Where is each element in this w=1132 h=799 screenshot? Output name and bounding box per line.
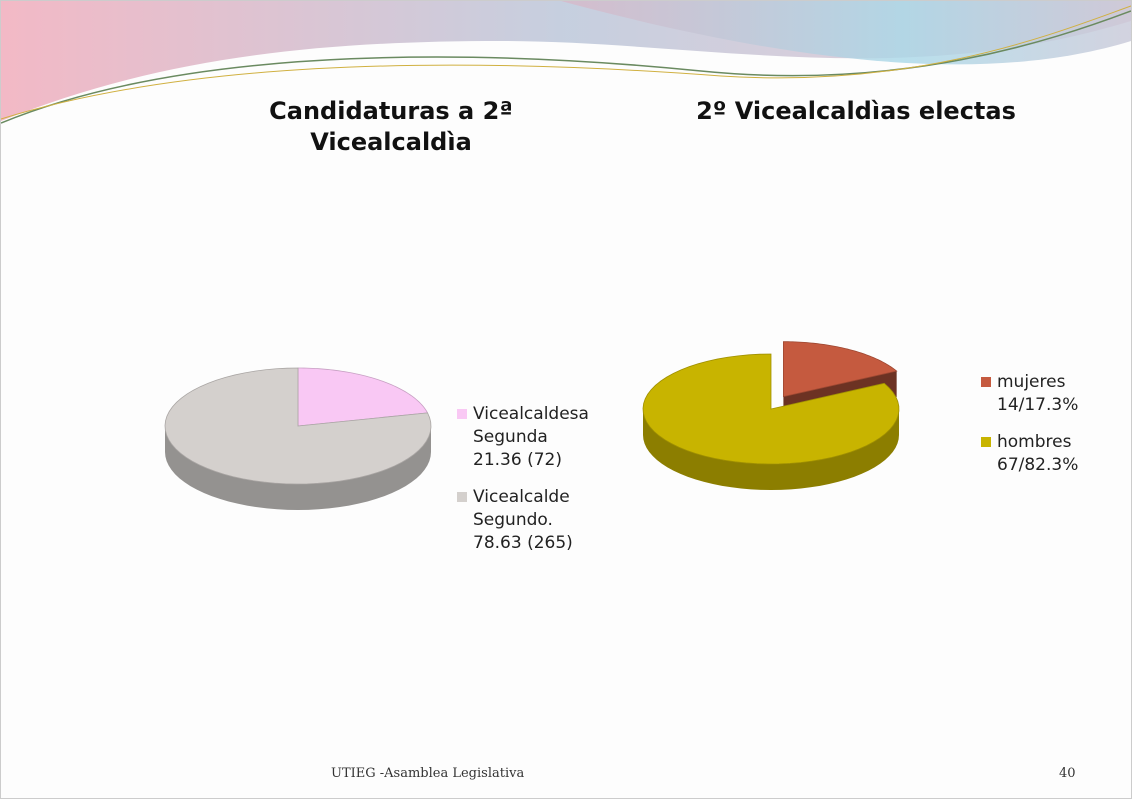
legend-swatch: [981, 377, 991, 387]
legend-item: mujeres 14/17.3%: [981, 371, 1111, 417]
legend-label: Vicealcaldesa Segunda 21.36 (72): [473, 404, 589, 470]
legend-label: mujeres: [997, 372, 1065, 392]
legend-item: hombres 67/82.3%: [981, 431, 1111, 477]
value-label: 67/82.3%: [997, 455, 1078, 475]
chart-title: Candidaturas a 2ª Vicealcaldìa: [256, 96, 526, 158]
chart-title: 2º Vicealcaldìas electas: [691, 96, 1021, 127]
page-number: 40: [1059, 766, 1076, 781]
legend-label: Vicealcalde Segundo. 78.63 (265): [473, 487, 573, 553]
legend-swatch: [981, 437, 991, 447]
slide: Candidaturas a 2ª Vicealcaldìa 2º Viceal…: [0, 0, 1132, 799]
legend: mujeres 14/17.3% hombres 67/82.3%: [981, 371, 1111, 491]
value-label: 14/17.3%: [997, 395, 1078, 415]
legend: Vicealcaldesa Segunda 21.36 (72) Vicealca…: [457, 403, 582, 569]
legend-swatch: [457, 409, 467, 419]
legend-swatch: [457, 492, 467, 502]
legend-label: hombres: [997, 432, 1071, 452]
footer-text: UTIEG -Asamblea Legislativa: [331, 766, 524, 781]
legend-item: Vicealcaldesa Segunda 21.36 (72): [457, 403, 582, 472]
legend-item: Vicealcalde Segundo. 78.63 (265): [457, 486, 582, 555]
